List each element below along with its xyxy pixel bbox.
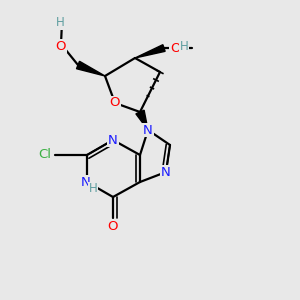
- Polygon shape: [135, 45, 165, 58]
- Text: O: O: [110, 97, 120, 110]
- Text: N: N: [161, 166, 171, 178]
- Text: N: N: [81, 176, 91, 188]
- Polygon shape: [136, 110, 148, 130]
- Text: H: H: [56, 16, 64, 29]
- Text: N: N: [143, 124, 153, 136]
- Text: O: O: [170, 41, 181, 55]
- Text: O: O: [108, 220, 118, 232]
- Text: H: H: [88, 182, 98, 196]
- Text: O: O: [56, 40, 66, 52]
- Text: H: H: [180, 40, 188, 52]
- Text: N: N: [108, 134, 118, 146]
- Polygon shape: [76, 61, 105, 76]
- Text: Cl: Cl: [38, 148, 51, 161]
